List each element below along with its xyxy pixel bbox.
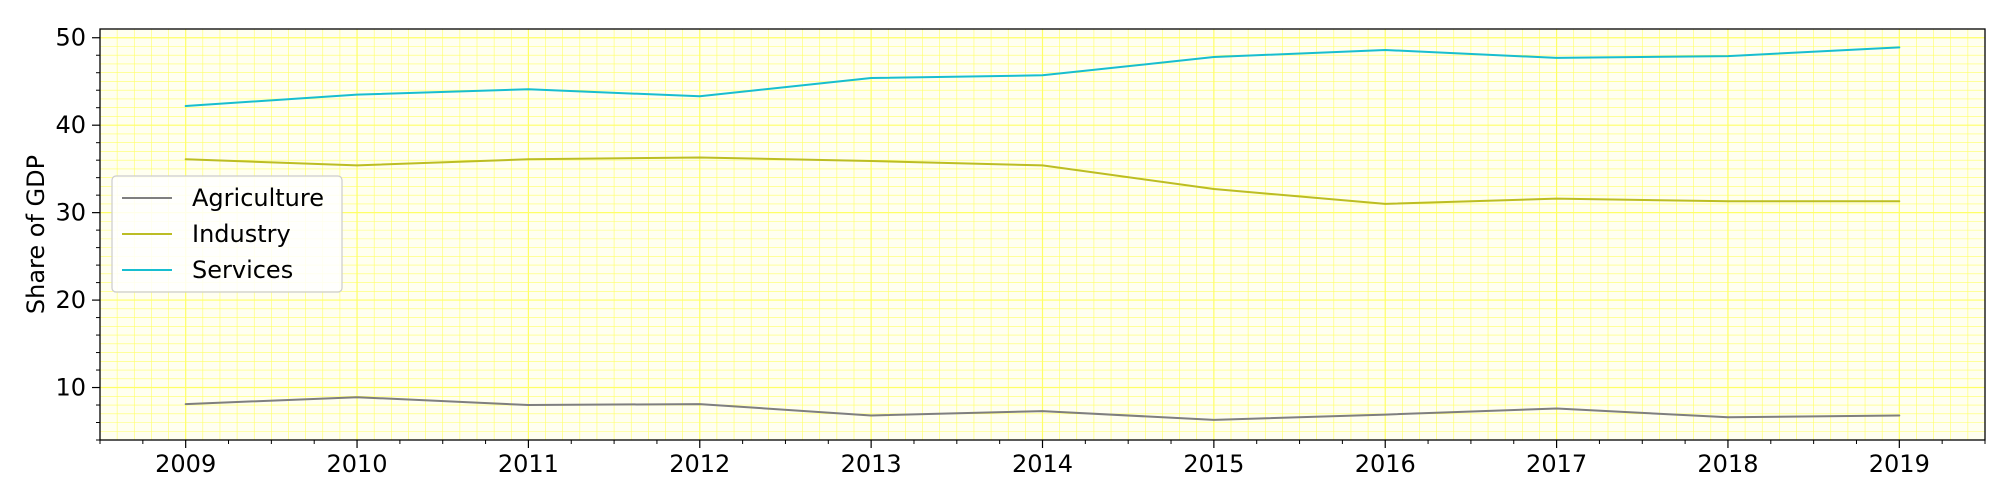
x-tick-label: 2018 bbox=[1697, 450, 1758, 478]
series-lines bbox=[184, 46, 1901, 421]
y-tick-label: 40 bbox=[55, 111, 86, 139]
x-tick-label: 2019 bbox=[1869, 450, 1930, 478]
x-tick-label: 2014 bbox=[1012, 450, 1073, 478]
y-tick-label: 30 bbox=[55, 199, 86, 227]
series-line-agriculture bbox=[184, 396, 1901, 421]
x-tick-label: 2016 bbox=[1355, 450, 1416, 478]
y-tick-label: 10 bbox=[55, 374, 86, 402]
axis-ticks: 2009 2010 2011 2012 2013 2014 2015 2016 2017 2018… bbox=[55, 24, 1986, 478]
x-tick-label: 2015 bbox=[1183, 450, 1244, 478]
y-tick-label: 20 bbox=[55, 286, 86, 314]
x-tick-label: 2011 bbox=[498, 450, 559, 478]
legend-box bbox=[111, 175, 343, 293]
y-axis-label: Share of GDP bbox=[22, 155, 50, 314]
grid bbox=[99, 28, 1986, 441]
legend-label-services: Services bbox=[192, 256, 293, 284]
series-line-industry bbox=[184, 156, 1901, 205]
x-tick-label: 2013 bbox=[841, 450, 902, 478]
x-tick-label: 2012 bbox=[669, 450, 730, 478]
legend-label-agriculture: Agriculture bbox=[192, 184, 324, 212]
series-line-services bbox=[184, 46, 1901, 107]
legend-label-industry: Industry bbox=[192, 220, 291, 248]
x-tick-label: 2010 bbox=[327, 450, 388, 478]
legend[interactable]: Agriculture Industry Services bbox=[111, 175, 343, 293]
y-tick-label: 50 bbox=[55, 24, 86, 52]
x-tick-label: 2009 bbox=[155, 450, 216, 478]
x-tick-label: 2017 bbox=[1526, 450, 1587, 478]
